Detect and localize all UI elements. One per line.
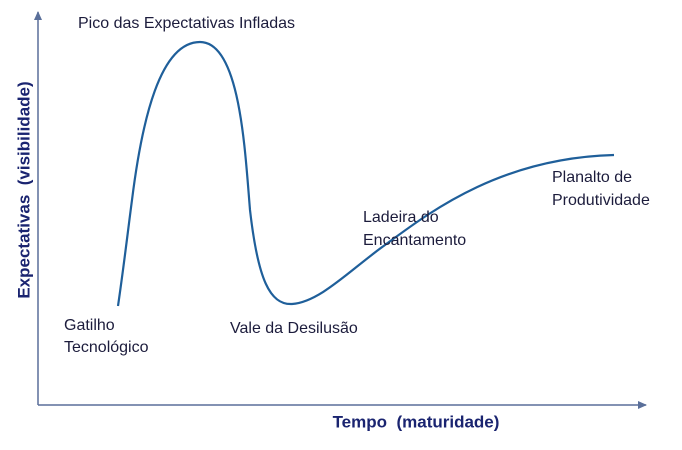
hype-curve: [116, 40, 615, 307]
phase-label: Produtividade: [552, 192, 650, 209]
phase-label: Planalto de: [552, 169, 632, 186]
phase-label: Encantamento: [363, 232, 466, 249]
phase-label: Tecnológico: [64, 339, 149, 356]
phase-label: Ladeira do: [363, 209, 439, 226]
y-axis-label: Expectativas (visibilidade): [14, 81, 33, 298]
phase-label: Gatilho: [64, 317, 115, 334]
phase-label: Pico das Expectativas Infladas: [78, 15, 295, 32]
x-axis-label: Tempo (maturidade): [333, 412, 500, 431]
phase-label: Vale da Desilusão: [230, 320, 358, 337]
